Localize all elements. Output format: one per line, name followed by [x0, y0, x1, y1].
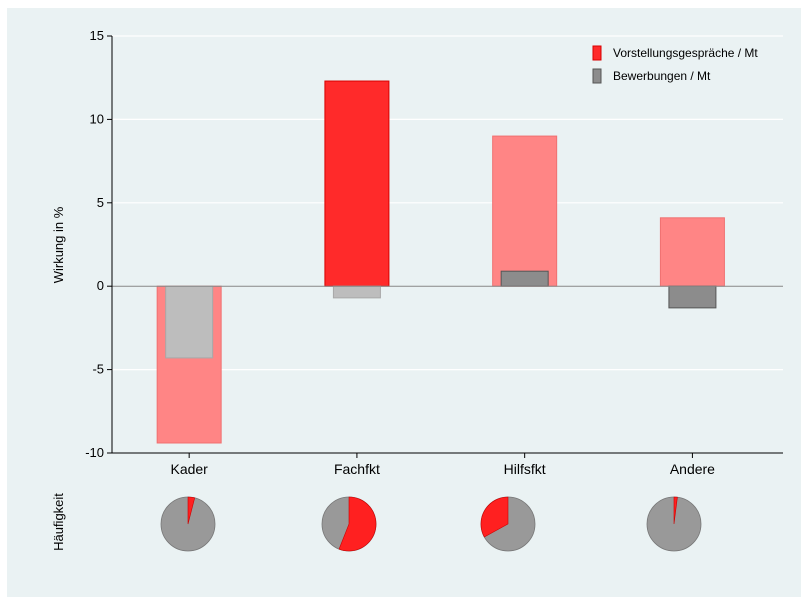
pie-row-label: Häufigkeit [51, 493, 66, 551]
bar-bewerbungen [332, 285, 381, 299]
bar-bewerbungen [165, 285, 214, 359]
y-tick-label: 15 [90, 28, 104, 43]
y-tick-label: 10 [90, 111, 104, 126]
pie-row [160, 496, 702, 552]
legend-swatch [592, 68, 602, 84]
pie-share-slice [187, 496, 196, 525]
y-tick-label: -5 [92, 362, 104, 377]
legend-swatch [592, 45, 602, 61]
bars [156, 80, 725, 444]
x-tick-label: Hilfsfkt [504, 461, 546, 477]
x-tick-label: Kader [170, 461, 208, 477]
legend-label: Bewerbungen / Mt [613, 69, 711, 83]
pie-share-slice [673, 496, 678, 525]
pie-share-slice [338, 496, 377, 552]
x-category-labels: Kader Fachfkt Hilfsfkt Andere [170, 453, 715, 477]
legend: Vorstellungsgespräche / Mt Bewerbungen / … [592, 45, 758, 84]
bar-vorstellungsgespraeche [659, 217, 725, 287]
gridlines [112, 35, 783, 371]
bar-bewerbungen [500, 270, 549, 287]
x-tick-label: Fachfkt [334, 461, 380, 477]
y-tick-label: -10 [85, 445, 104, 460]
y-tick-label: 5 [97, 195, 104, 210]
bar-bewerbungen [668, 285, 717, 309]
bar-vorstellungsgespraeche [324, 80, 390, 287]
y-ticks: -10 -5 0 5 10 15 [85, 28, 112, 460]
y-axis-label: Wirkung in % [51, 206, 66, 283]
legend-label: Vorstellungsgespräche / Mt [613, 46, 758, 60]
pie-share-slice [480, 496, 509, 538]
bar-vorstellungsgespraeche [492, 135, 558, 287]
x-tick-label: Andere [670, 461, 715, 477]
y-tick-label: 0 [97, 278, 104, 293]
